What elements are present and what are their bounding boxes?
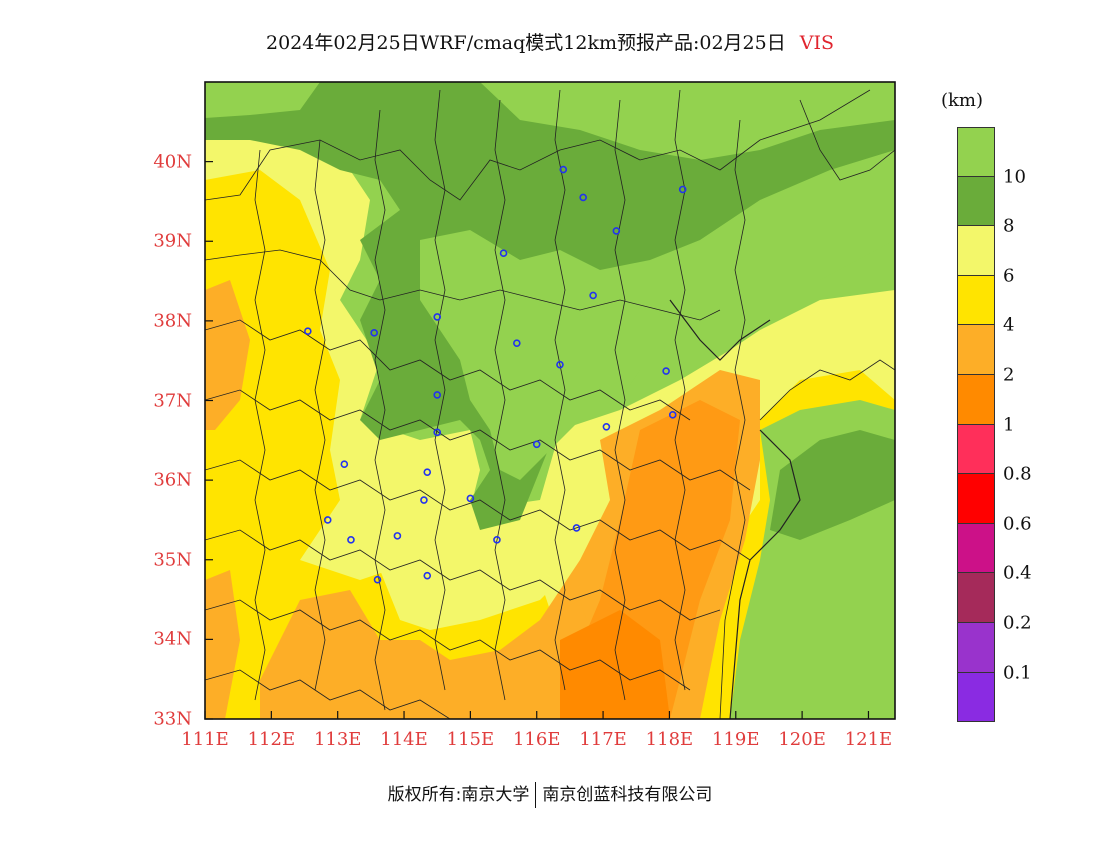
colorbar-swatch bbox=[957, 622, 995, 673]
station-marker bbox=[602, 422, 611, 431]
station-marker bbox=[433, 313, 442, 321]
lon-label: 115E bbox=[446, 729, 495, 750]
colorbar-swatch bbox=[957, 374, 995, 425]
station-marker bbox=[423, 468, 432, 476]
copyright-footer: 版权所有:南京大学 南京创蓝科技有限公司 bbox=[0, 780, 1100, 808]
station-marker bbox=[589, 291, 597, 300]
colorbar-swatch bbox=[957, 275, 995, 326]
station-marker bbox=[420, 496, 428, 504]
station-marker bbox=[347, 536, 355, 544]
colorbar-swatch bbox=[957, 573, 995, 623]
colorbar-swatch bbox=[957, 424, 995, 475]
station-marker bbox=[340, 460, 349, 469]
station-markers bbox=[304, 165, 687, 584]
colorbar-tick-label: 1 bbox=[1003, 414, 1015, 436]
lat-label: 35N bbox=[153, 549, 192, 571]
lat-label: 34N bbox=[153, 628, 192, 650]
lon-label: 117E bbox=[579, 729, 627, 750]
colorbar-swatch bbox=[957, 127, 995, 177]
colorbar-tick-label: 2 bbox=[1003, 364, 1015, 386]
colorbar-swatch bbox=[957, 523, 995, 574]
colorbar-tick-label: 0.4 bbox=[1003, 562, 1032, 584]
colorbar-tick-label: 0.8 bbox=[1003, 463, 1032, 485]
colorbar-swatch bbox=[957, 474, 995, 524]
station-marker bbox=[556, 360, 564, 369]
colorbar bbox=[957, 127, 995, 723]
lat-label: 40N bbox=[153, 151, 192, 173]
colorbar-swatch bbox=[957, 226, 995, 276]
station-marker bbox=[304, 327, 312, 336]
station-marker bbox=[370, 329, 378, 337]
title-variable: VIS bbox=[799, 32, 834, 54]
station-marker bbox=[466, 494, 475, 503]
station-marker bbox=[579, 193, 587, 202]
station-marker bbox=[612, 227, 621, 235]
lon-label: 111E bbox=[181, 729, 229, 750]
colorbar-tick-label: 0.6 bbox=[1003, 513, 1032, 535]
station-marker bbox=[433, 391, 442, 399]
station-marker bbox=[678, 185, 687, 194]
lat-label: 36N bbox=[153, 469, 192, 491]
lat-label: 39N bbox=[153, 230, 192, 252]
lat-label: 37N bbox=[153, 390, 192, 411]
visibility-field bbox=[205, 82, 895, 719]
station-marker bbox=[373, 575, 382, 584]
colorbar-swatch bbox=[957, 176, 995, 227]
colorbar-swatch bbox=[957, 672, 995, 723]
station-marker bbox=[323, 516, 332, 524]
lon-label: 116E bbox=[512, 729, 561, 750]
lon-label: 120E bbox=[778, 729, 826, 750]
lon-label: 114E bbox=[380, 729, 428, 750]
chart-title: 2024年02月25日WRF/cmaq模式12km预报产品:02月25日 VIS bbox=[0, 28, 1100, 55]
station-marker bbox=[393, 532, 402, 540]
station-marker bbox=[668, 411, 677, 419]
colorbar-tick-label: 0.2 bbox=[1003, 612, 1032, 634]
lat-label: 38N bbox=[153, 310, 192, 332]
station-marker bbox=[493, 536, 501, 544]
colorbar-tick-label: 6 bbox=[1003, 265, 1015, 287]
station-marker bbox=[499, 249, 508, 257]
lat-label: 33N bbox=[153, 708, 192, 730]
colorbar-tick-label: 8 bbox=[1003, 215, 1015, 237]
colorbar-tick-label: 0.1 bbox=[1003, 662, 1032, 684]
colorbar-swatch bbox=[957, 325, 995, 375]
footer-right: 南京创蓝科技有限公司 bbox=[542, 785, 713, 805]
boundaries bbox=[205, 89, 895, 719]
lon-label: 113E bbox=[313, 729, 362, 750]
lon-label: 118E bbox=[645, 729, 694, 750]
colorbar-tick-label: 4 bbox=[1003, 314, 1015, 336]
lon-label: 121E bbox=[844, 729, 893, 750]
station-marker bbox=[433, 428, 442, 437]
lon-label: 119E bbox=[712, 729, 760, 750]
lon-label: 112E bbox=[247, 729, 296, 750]
colorbar-tick-label: 10 bbox=[1003, 166, 1026, 188]
footer-separator bbox=[535, 782, 537, 808]
station-marker bbox=[572, 524, 581, 532]
station-marker bbox=[513, 339, 521, 347]
footer-left: 版权所有:南京大学 bbox=[387, 785, 530, 805]
station-marker bbox=[423, 571, 432, 580]
colorbar-unit: (km) bbox=[941, 90, 984, 111]
station-marker bbox=[662, 367, 670, 375]
station-marker bbox=[559, 165, 568, 174]
axis-ticks bbox=[204, 161, 870, 720]
station-marker bbox=[532, 440, 541, 449]
title-text: 2024年02月25日WRF/cmaq模式12km预报产品:02月25日 bbox=[266, 32, 786, 54]
